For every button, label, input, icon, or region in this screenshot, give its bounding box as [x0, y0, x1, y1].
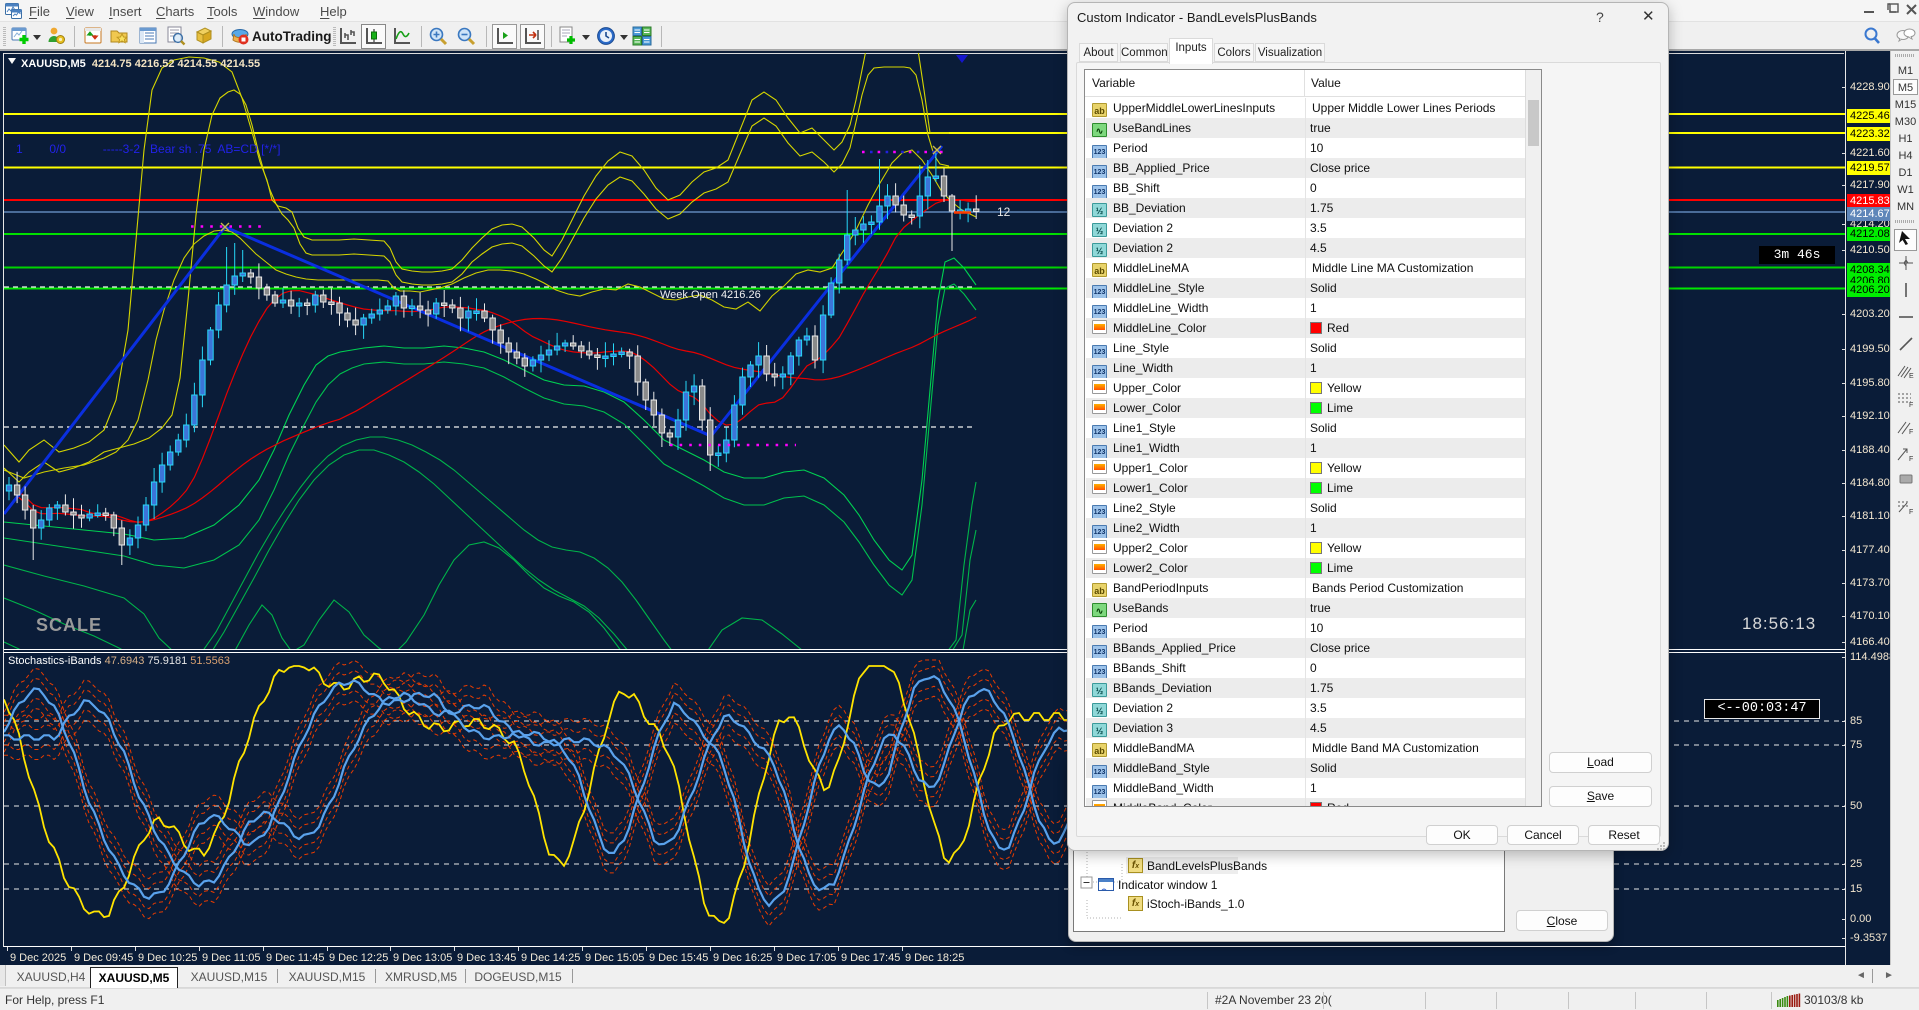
- svg-text:F: F: [1909, 402, 1913, 407]
- svg-text:E: E: [1909, 373, 1914, 379]
- svg-text:F: F: [1909, 509, 1913, 514]
- svg-text:F: F: [1909, 456, 1913, 462]
- svg-text:F: F: [1909, 429, 1913, 435]
